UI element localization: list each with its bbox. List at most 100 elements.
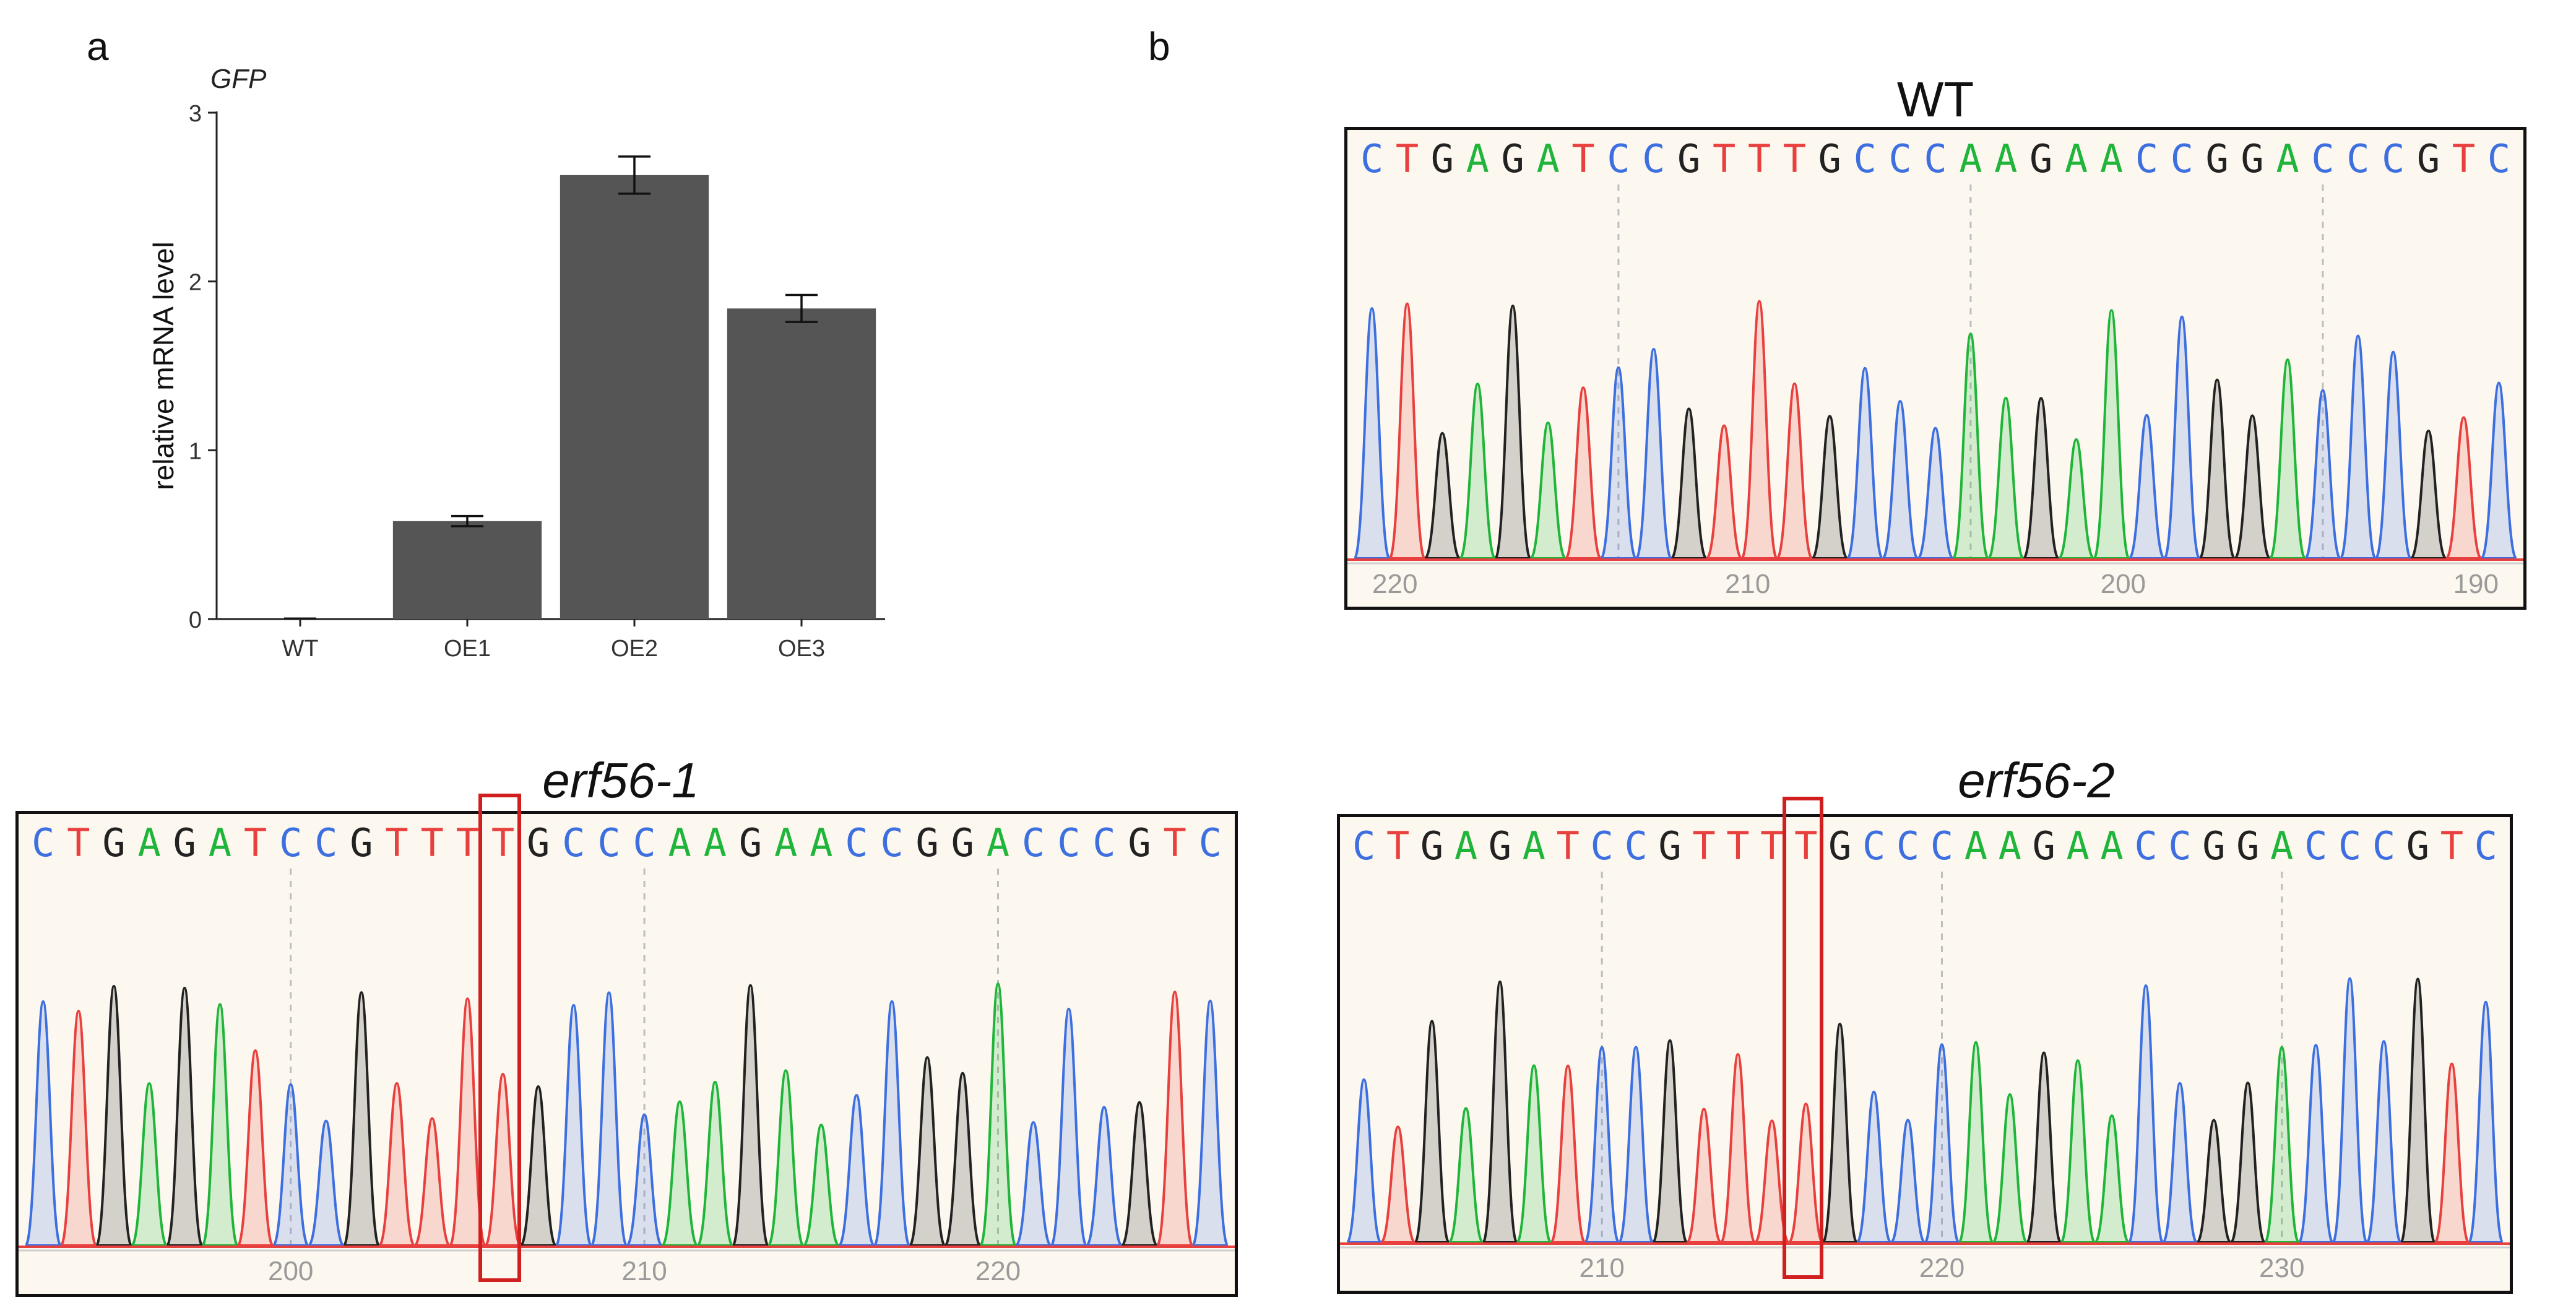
base-letter: C: [1888, 136, 1911, 181]
peak-T: [59, 1010, 98, 1247]
base-letter: T: [1386, 823, 1409, 869]
peak-C: [1085, 1106, 1123, 1247]
peak-G: [1810, 415, 1849, 560]
position-label: 210: [621, 1256, 667, 1286]
base-letter: T: [2440, 823, 2463, 869]
peak-C: [1617, 1046, 1654, 1244]
peak-A: [802, 1124, 841, 1247]
base-letter: C: [2304, 823, 2327, 869]
base-letter: C: [1642, 136, 1665, 181]
base-letter: C: [32, 820, 54, 865]
base-letter: T: [421, 820, 444, 865]
x-tick-label: OE3: [778, 636, 825, 662]
position-label: 190: [2453, 569, 2499, 599]
peak-A: [2057, 438, 2096, 560]
base-letter: A: [2276, 136, 2299, 181]
peak-G: [943, 1072, 982, 1247]
peak-C: [2161, 1081, 2198, 1244]
peak-C: [2366, 1040, 2402, 1244]
base-letter: G: [2033, 823, 2055, 869]
base-letter: G: [739, 820, 762, 865]
base-letter: G: [951, 820, 974, 865]
chromatogram-title-erf56-2: erf56-2: [1958, 753, 2115, 808]
base-letter: C: [1022, 820, 1045, 865]
peak-C: [307, 1119, 345, 1247]
base-letter: C: [1352, 823, 1375, 869]
peak-A: [2268, 358, 2307, 560]
peak-G: [2022, 397, 2060, 560]
peak-C: [873, 1000, 911, 1247]
peak-C: [2479, 381, 2518, 560]
peak-C: [1881, 400, 1919, 560]
base-letter: C: [1607, 136, 1630, 181]
peak-G: [2198, 378, 2236, 560]
peak-C: [1924, 1043, 1960, 1244]
base-letter: C: [2382, 136, 2405, 181]
peak-A: [696, 1080, 734, 1247]
base-letter: A: [810, 820, 832, 865]
peak-T: [2445, 416, 2483, 560]
peak-A: [201, 1003, 239, 1247]
peak-G: [2229, 1081, 2267, 1244]
peak-G: [731, 984, 770, 1247]
peak-T: [378, 1082, 416, 1247]
base-letter: G: [2202, 823, 2225, 869]
y-axis-label: relative mRNA level: [147, 241, 179, 490]
base-letter: C: [2372, 823, 2395, 869]
base-letter: C: [2311, 136, 2334, 181]
peak-G: [1414, 1020, 1450, 1244]
base-letter: G: [2236, 823, 2259, 869]
peak-C: [2332, 977, 2368, 1244]
peak-A: [1458, 383, 1497, 560]
peak-A: [1987, 396, 2025, 560]
base-letter: A: [987, 820, 1009, 865]
chromatogram-title-wt: WT: [1896, 72, 1974, 127]
peak-C: [555, 1003, 593, 1247]
base-letter: G: [1420, 823, 1443, 869]
peak-C: [272, 1083, 310, 1247]
base-letter: G: [2241, 136, 2263, 181]
peak-C: [2297, 1044, 2335, 1244]
base-letter: T: [491, 820, 514, 865]
peak-G: [1651, 1039, 1688, 1244]
position-label: 200: [268, 1256, 313, 1286]
peak-G: [342, 991, 381, 1247]
base-letter: A: [1999, 823, 2021, 869]
position-label: 200: [2101, 569, 2146, 599]
base-letter: C: [1360, 136, 1383, 181]
base-letter: G: [2406, 823, 2429, 869]
base-letter: G: [1489, 823, 1511, 869]
x-tick-label: OE1: [444, 636, 491, 662]
base-letter: T: [1557, 823, 1580, 869]
base-letter: T: [2452, 136, 2475, 181]
base-letter: G: [1128, 820, 1151, 865]
peak-A: [2263, 1046, 2301, 1244]
base-letter: G: [916, 820, 939, 865]
base-letter: C: [880, 820, 903, 865]
base-letter: C: [1862, 823, 1885, 869]
peak-C: [1916, 427, 1955, 560]
base-letter: T: [1760, 823, 1783, 869]
base-letter: C: [1591, 823, 1614, 869]
peak-C: [590, 991, 628, 1247]
base-letter: C: [279, 820, 302, 865]
peak-C: [1346, 1078, 1383, 1244]
bar-oe1: [392, 521, 542, 619]
y-tick-label: 0: [189, 607, 202, 633]
peak-A: [1448, 1107, 1484, 1244]
position-label: 220: [1919, 1253, 1964, 1283]
peak-G: [1670, 407, 1708, 560]
base-letter: C: [845, 820, 868, 865]
peak-T: [1740, 300, 1778, 560]
peak-A: [2093, 309, 2130, 560]
base-letter: T: [456, 820, 479, 865]
base-letter: T: [1571, 136, 1594, 181]
peak-T: [1719, 1053, 1757, 1244]
y-tick-label: 3: [189, 101, 202, 127]
chromatogram-erf56-2: C T G A G A T C C G T T T T G C C C A A G A A C C G G A C C C G T C 210 220…: [1337, 814, 2513, 1294]
chromatogram-wt: C T G A G A T C C G T T T G C C C A A G A A C C G G A C C C G T C 220 210 2…: [1344, 127, 2526, 610]
peak-C: [24, 1000, 63, 1247]
base-letter: C: [2346, 136, 2369, 181]
peak-T: [413, 1117, 451, 1247]
bar-chart: GFP relative mRNA level 0 1 2 3 WT OE1 OE2 OE3: [147, 64, 885, 662]
